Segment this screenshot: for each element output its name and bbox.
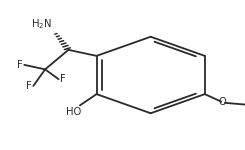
Text: F: F bbox=[26, 81, 32, 91]
Text: H$_2$N: H$_2$N bbox=[31, 17, 52, 31]
Text: F: F bbox=[60, 74, 66, 84]
Text: F: F bbox=[17, 60, 23, 70]
Text: HO: HO bbox=[66, 106, 81, 117]
Text: O: O bbox=[219, 97, 226, 107]
